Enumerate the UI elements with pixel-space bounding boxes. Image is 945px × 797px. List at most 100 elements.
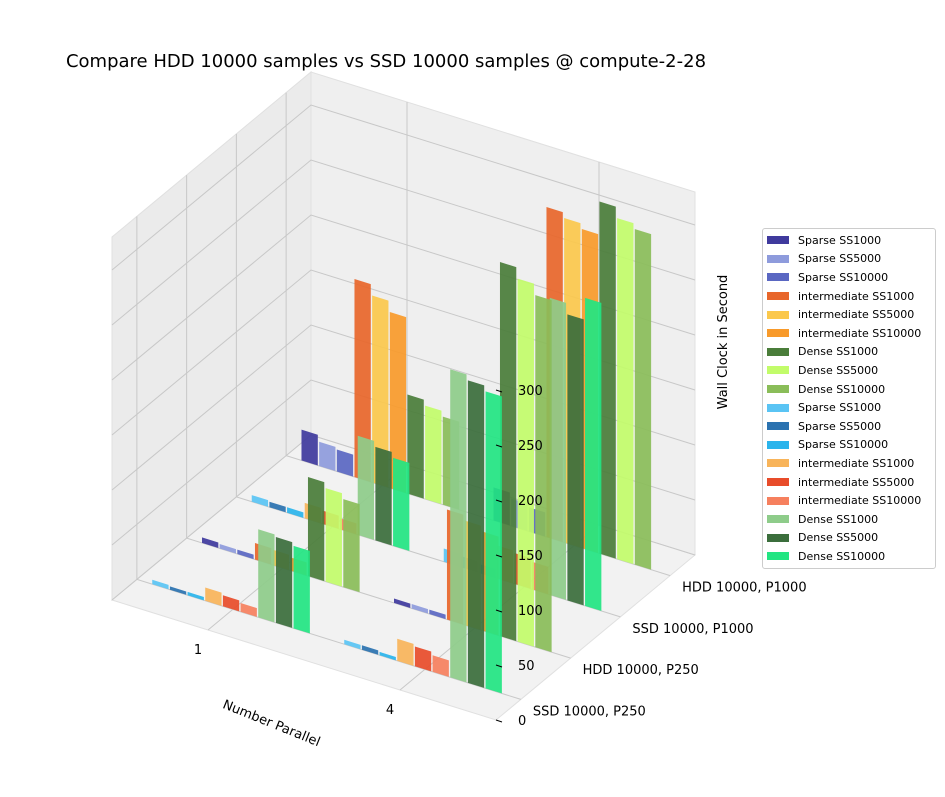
bar	[549, 297, 567, 600]
y-tick-label: SSD 10000, P1000	[632, 622, 753, 637]
legend-swatch	[767, 366, 789, 375]
legend-label: intermediate SS10000	[798, 494, 922, 508]
z-grid-line	[111, 104, 696, 271]
legend-label: intermediate SS1000	[798, 456, 915, 470]
legend-item: Sparse SS5000	[767, 417, 931, 436]
bar	[343, 499, 360, 593]
legend-item: intermediate SS1000	[767, 454, 931, 473]
bar	[585, 297, 602, 611]
legend-swatch	[767, 310, 789, 319]
legend-label: Sparse SS10000	[798, 270, 889, 284]
legend-label: Dense SS1000	[798, 512, 879, 526]
legend-label: intermediate SS5000	[798, 308, 915, 322]
z-tick-label: 300	[518, 384, 543, 399]
bar	[152, 579, 169, 590]
bar	[237, 549, 254, 560]
legend-item: intermediate SS5000	[767, 473, 931, 492]
bar	[372, 295, 389, 488]
bars-group	[152, 201, 652, 694]
z-tick-label: 100	[518, 604, 543, 619]
legend-item: Dense SS10000	[767, 380, 931, 399]
legend-item: Dense SS10000	[767, 547, 931, 566]
y-tick-label: SSD 10000, P250	[533, 704, 646, 719]
bar	[354, 278, 371, 483]
legend-item: Dense SS5000	[767, 529, 931, 548]
bar	[301, 429, 318, 466]
bar	[429, 609, 446, 620]
legend-label: Sparse SS5000	[798, 252, 882, 266]
bar	[407, 394, 424, 499]
legend-swatch	[767, 478, 789, 487]
bar	[361, 645, 379, 655]
z-tick-mark	[495, 499, 503, 503]
bar	[414, 646, 432, 672]
chart-title: Compare HDD 10000 samples vs SSD 10000 s…	[66, 51, 706, 72]
bar	[307, 477, 325, 582]
z-tick-mark	[495, 389, 503, 393]
bar	[397, 638, 414, 666]
legend-item: intermediate SS10000	[767, 491, 931, 510]
z-tick-label: 0	[518, 714, 526, 729]
bar	[319, 441, 336, 472]
legend-item: Sparse SS1000	[767, 398, 931, 417]
bar	[567, 314, 584, 606]
bar	[222, 595, 240, 612]
z-axis-label: Wall Clock in Second	[716, 275, 731, 410]
legend-item: intermediate SS1000	[767, 287, 931, 306]
bar	[393, 457, 410, 551]
bar	[219, 544, 236, 554]
bar	[240, 602, 257, 617]
legend-item: intermediate SS5000	[767, 305, 931, 324]
legend-swatch	[767, 533, 789, 542]
bar	[467, 380, 485, 688]
bar	[293, 545, 310, 634]
legend-label: Sparse SS10000	[798, 438, 889, 452]
legend-swatch	[767, 459, 789, 468]
legend-item: Dense SS1000	[767, 510, 931, 529]
x-axis-label: Number Parallel	[220, 697, 322, 750]
legend-swatch	[767, 552, 789, 561]
bar	[634, 229, 652, 570]
bar	[275, 537, 293, 628]
bar	[201, 537, 219, 549]
legend-label: Sparse SS1000	[798, 233, 882, 247]
bar	[485, 391, 502, 694]
legend-item: Sparse SS1000	[767, 231, 931, 250]
legend-swatch	[767, 254, 789, 263]
legend-swatch	[767, 273, 789, 282]
bar	[287, 507, 304, 518]
bar	[258, 529, 275, 623]
legend-swatch	[767, 496, 789, 505]
legend-label: Dense SS1000	[798, 345, 879, 359]
legend-swatch	[767, 292, 789, 301]
x-tick-label: 1	[194, 643, 202, 658]
z-tick-label: 50	[518, 659, 535, 674]
bar	[499, 262, 517, 642]
z-tick-mark	[495, 664, 503, 668]
legend-swatch	[767, 385, 789, 394]
z-tick-label: 150	[518, 549, 543, 564]
legend-label: intermediate SS10000	[798, 326, 922, 340]
legend-swatch	[767, 515, 789, 524]
legend-item: Dense SS1000	[767, 343, 931, 362]
bar	[599, 201, 616, 559]
bar	[325, 488, 342, 587]
bar	[205, 587, 222, 606]
axis-ticks: 0 50 100 150 200 250 300 1 4 HDD 10000, P1000 SSD …	[194, 384, 807, 729]
legend: Sparse SS1000 Sparse SS5000 Sparse SS10000…	[762, 228, 936, 569]
legend-label: Sparse SS5000	[798, 419, 882, 433]
legend-item: Sparse SS10000	[767, 436, 931, 455]
z-tick-mark	[495, 719, 503, 723]
legend-label: intermediate SS5000	[798, 475, 915, 489]
legend-swatch	[767, 440, 789, 449]
z-tick-label: 200	[518, 494, 543, 509]
legend-label: Dense SS5000	[798, 363, 879, 377]
z-tick-mark	[495, 554, 503, 558]
y-tick-label: HDD 10000, P1000	[682, 581, 806, 596]
bar	[357, 435, 375, 540]
bar	[389, 312, 407, 494]
legend-swatch	[767, 403, 789, 412]
bar	[375, 446, 392, 546]
bar	[617, 218, 634, 565]
